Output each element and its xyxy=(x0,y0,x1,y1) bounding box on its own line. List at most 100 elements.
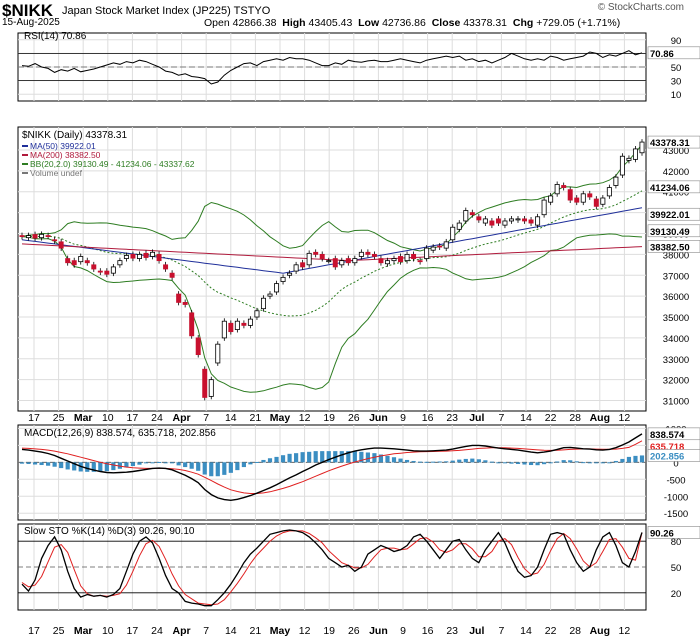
macd-histogram-bar xyxy=(59,462,64,469)
macd-histogram-bar xyxy=(424,461,429,463)
candle-body xyxy=(300,262,306,268)
x-tick-label: 16 xyxy=(422,625,434,637)
x-tick-label: 26 xyxy=(348,625,360,637)
candle-body xyxy=(587,193,593,198)
price-value-tag: 39922.01 xyxy=(650,210,690,221)
candle-body xyxy=(613,176,619,186)
x-tick-label: 12 xyxy=(299,412,311,424)
macd-histogram-bar xyxy=(156,461,162,463)
macd-histogram-bar xyxy=(450,460,455,463)
ma50-line xyxy=(21,207,643,274)
macd-histogram-bar xyxy=(437,461,442,463)
macd-histogram-bar xyxy=(215,462,220,477)
macd-histogram-bar xyxy=(248,462,253,465)
x-tick-label: 17 xyxy=(127,625,139,637)
sto-k-line xyxy=(21,529,643,607)
x-tick-label: Jul xyxy=(469,412,484,424)
macd-histogram-bar xyxy=(72,462,77,471)
macd-histogram-bar xyxy=(574,461,579,463)
candle-body xyxy=(639,141,645,154)
candle-body xyxy=(358,251,364,257)
macd-hist-tag: 202.856 xyxy=(650,451,684,462)
candle-body xyxy=(221,320,227,339)
x-tick-label: 7 xyxy=(498,412,504,424)
chart-header: $NIKK Japan Stock Market Index (JP225) T… xyxy=(0,0,700,30)
candle-body xyxy=(574,197,580,203)
chg-value: +729.05 (+1.71%) xyxy=(536,17,621,29)
candle-body xyxy=(378,258,384,264)
candle-body xyxy=(32,234,38,239)
x-tick-label: 25 xyxy=(53,625,65,637)
candle-body xyxy=(130,253,136,259)
y-tick-label: -1500 xyxy=(664,509,688,520)
candle-body xyxy=(352,258,358,264)
macd-line xyxy=(21,433,643,502)
x-tick-label: 14 xyxy=(225,412,237,424)
macd-histogram-bar xyxy=(378,454,384,463)
macd-histogram-bar xyxy=(189,462,194,469)
macd-histogram-bar xyxy=(600,462,605,464)
candle-body xyxy=(313,251,319,255)
high-value: 43405.43 xyxy=(308,17,353,29)
candle-body xyxy=(195,337,201,356)
macd-histogram-bar xyxy=(32,462,38,465)
macd-histogram-bar xyxy=(404,459,410,463)
macd-histogram-bar xyxy=(385,455,390,463)
macd-histogram-bar xyxy=(411,460,416,463)
x-tick-label: 28 xyxy=(569,625,581,637)
candle-body xyxy=(561,185,567,188)
macd-histogram-bar xyxy=(457,459,462,463)
stockcharts-brand[interactable]: © StockCharts.com xyxy=(597,2,684,13)
x-tick-label: 14 xyxy=(225,625,237,637)
candle-body xyxy=(619,155,625,176)
x-tick-label: 19 xyxy=(323,412,335,424)
macd-histogram-bar xyxy=(489,461,494,463)
y-tick-label: 10 xyxy=(671,90,682,101)
candle-body xyxy=(371,253,377,257)
price-value-tag-box xyxy=(647,240,700,253)
macd-histogram-bar xyxy=(483,460,488,463)
y-tick-label: 31000 xyxy=(663,397,689,408)
x-tick-label: Apr xyxy=(173,412,191,424)
candle-body xyxy=(136,253,142,259)
macd-histogram-bar xyxy=(639,455,645,463)
sto-d-line xyxy=(21,530,643,606)
x-tick-label: 14 xyxy=(520,625,532,637)
y-tick-label: 37000 xyxy=(663,271,689,282)
macd-histogram-bar xyxy=(444,461,449,463)
y-tick-label: -500 xyxy=(666,475,685,486)
candle-body xyxy=(476,216,482,221)
x-tick-label: May xyxy=(270,625,291,637)
x-tick-label: 22 xyxy=(545,625,557,637)
legend-entry: MA(200) 38382.50 xyxy=(30,150,101,160)
candle-body xyxy=(52,239,58,242)
macd-histogram-bar xyxy=(294,453,299,463)
macd-histogram-bar xyxy=(352,451,357,463)
candle-body xyxy=(91,264,97,270)
rsi-value-tag-box xyxy=(647,46,700,60)
y-tick-label: 20 xyxy=(671,589,682,600)
chart-date: 15-Aug-2025 xyxy=(2,17,60,28)
candle-body xyxy=(417,260,423,263)
macd-histogram-bar xyxy=(222,462,227,475)
macd-histogram-bar xyxy=(555,461,560,463)
macd-histogram-bar xyxy=(196,462,201,471)
candle-body xyxy=(189,312,195,337)
candle-body xyxy=(202,368,208,398)
y-tick-label: 0 xyxy=(673,458,678,469)
macd-histogram-bar xyxy=(522,462,527,465)
price-value-tag: 41234.06 xyxy=(650,183,690,194)
candle-body xyxy=(19,235,25,238)
macd-histogram-bar xyxy=(124,462,129,468)
y-tick-label: 42000 xyxy=(663,167,689,178)
y-tick-label: 90 xyxy=(671,36,682,47)
y-tick-label: -1000 xyxy=(664,492,688,503)
candle-body xyxy=(163,264,169,270)
candle-body xyxy=(535,216,541,226)
macd-histogram-bar xyxy=(418,461,423,463)
macd-histogram-bar xyxy=(65,462,70,470)
x-tick-label: 22 xyxy=(545,412,557,424)
x-tick-label: 17 xyxy=(127,412,139,424)
macd-histogram-bar xyxy=(183,462,188,468)
candle-body xyxy=(384,260,390,265)
